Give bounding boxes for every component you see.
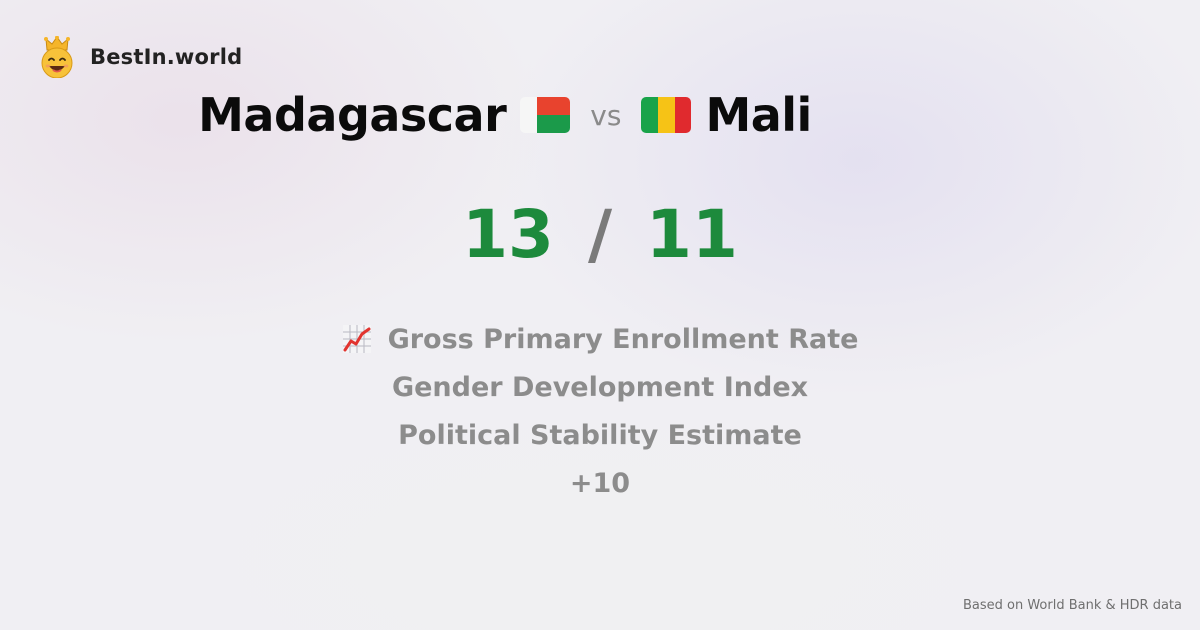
right-country-name: Mali xyxy=(705,88,812,142)
crowned-smiley-icon xyxy=(41,36,73,78)
metric-item: Political Stability Estimate xyxy=(398,411,802,459)
mali-flag-icon xyxy=(641,97,692,133)
chart-increasing-icon xyxy=(342,325,371,353)
metric-label: Political Stability Estimate xyxy=(398,419,802,451)
left-country-name: Madagascar xyxy=(198,88,507,142)
comparison-headline: Madagascar vs Mali xyxy=(0,88,1010,142)
metric-item: Gross Primary Enrollment Rate xyxy=(342,315,859,363)
madagascar-flag-icon xyxy=(520,97,571,133)
metrics-list: Gross Primary Enrollment Rate Gender Dev… xyxy=(0,315,1200,507)
right-score: 11 xyxy=(646,196,738,273)
left-score: 13 xyxy=(462,196,554,273)
metric-label: Gender Development Index xyxy=(391,371,809,403)
metric-label: Gross Primary Enrollment Rate xyxy=(387,323,859,355)
brand[interactable]: BestIn.world xyxy=(38,36,242,78)
data-source-note: Based on World Bank & HDR data xyxy=(962,598,1182,613)
vs-label: vs xyxy=(590,98,622,132)
score-separator: / xyxy=(587,196,613,273)
brand-name[interactable]: BestIn.world xyxy=(90,45,243,69)
metric-item: Gender Development Index xyxy=(392,363,808,411)
more-metrics-count: +10 xyxy=(569,467,631,499)
score: 13 / 11 xyxy=(0,196,1200,273)
